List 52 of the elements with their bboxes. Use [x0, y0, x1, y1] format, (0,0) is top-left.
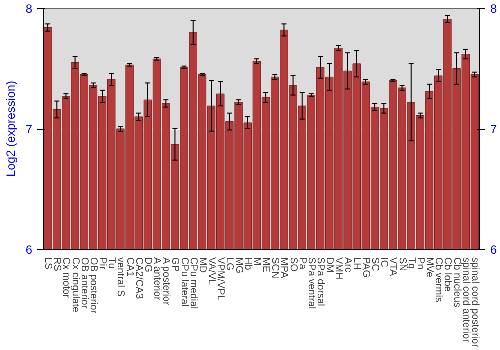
- x-tick-label: CPu lateral: [178, 258, 190, 307]
- x-tick-label: Hb: [242, 258, 254, 271]
- x-tick-label: Cb nucleus: [451, 258, 462, 308]
- x-tick-label: SN: [396, 258, 408, 272]
- x-tick-label: SO: [288, 258, 299, 272]
- y2-tick-label: 6: [490, 243, 498, 257]
- x-tick-label: DM: [324, 258, 336, 274]
- x-tick-label: LS: [42, 258, 54, 270]
- x-tick-label: spinal cord anterior: [460, 258, 472, 344]
- x-tick-label: MG: [233, 258, 244, 274]
- x-tick-label: CA1: [124, 258, 136, 278]
- x-tick-label: Arc: [342, 258, 354, 272]
- x-tick-label: LH: [351, 258, 362, 270]
- x-tick-label: GP: [170, 258, 181, 272]
- y-tick-label: 8: [26, 2, 33, 16]
- x-tick-label: ventral S: [115, 258, 126, 298]
- x-tick-label: VPM/VPL: [215, 258, 226, 302]
- y-axis-title: Log2 (expression): [4, 80, 18, 178]
- y2-tick-label: 7: [490, 122, 498, 136]
- x-tick-label: spinal cord posterior: [469, 258, 480, 348]
- x-tick-label: Pa: [296, 258, 308, 270]
- x-tick-label: OB posterior: [88, 258, 99, 314]
- x-tick-label: A anterior: [152, 258, 163, 301]
- x-tick-label: Cb vermis: [433, 258, 444, 303]
- x-tick-label: MD: [196, 258, 208, 274]
- x-tick-label: Pir: [97, 258, 108, 270]
- x-tick-label: LG: [224, 258, 236, 272]
- x-tick-label: ME: [260, 258, 272, 273]
- x-tick-label: A posterior: [160, 258, 172, 306]
- x-tick-label: Cx motor: [60, 258, 72, 299]
- x-tick-label: RS: [52, 258, 63, 272]
- y-tick-label: 7: [26, 122, 33, 136]
- x-tick-label: MVe: [424, 258, 436, 278]
- x-tick-label: IC: [378, 258, 390, 268]
- x-tick-label: VMH: [333, 258, 344, 280]
- x-tick-label: Cb lobe: [442, 258, 454, 292]
- x-tick-label: SPa dorsal: [315, 258, 326, 306]
- x-tick-label: MPA: [278, 258, 290, 279]
- x-tick-label: Tu: [106, 258, 118, 269]
- x-tick-label: DG: [142, 258, 154, 273]
- x-tick-label: PAG: [360, 258, 372, 278]
- y-tick-label: 6: [26, 243, 33, 257]
- x-tick-label: Pn: [414, 258, 426, 270]
- x-tick-label: CA2/CA3: [133, 258, 144, 300]
- x-tick-label: Tg: [406, 258, 417, 270]
- y2-tick-label: 8: [490, 2, 498, 16]
- x-tick-label: VTA: [388, 258, 399, 277]
- x-tick-label: SPa ventral: [306, 258, 317, 310]
- x-tick-label: VA/VL: [206, 258, 218, 286]
- x-tick-label: SCN: [270, 258, 281, 279]
- x-tick-label: SC: [370, 258, 381, 272]
- x-tick-label: Cx cingulate: [70, 258, 81, 313]
